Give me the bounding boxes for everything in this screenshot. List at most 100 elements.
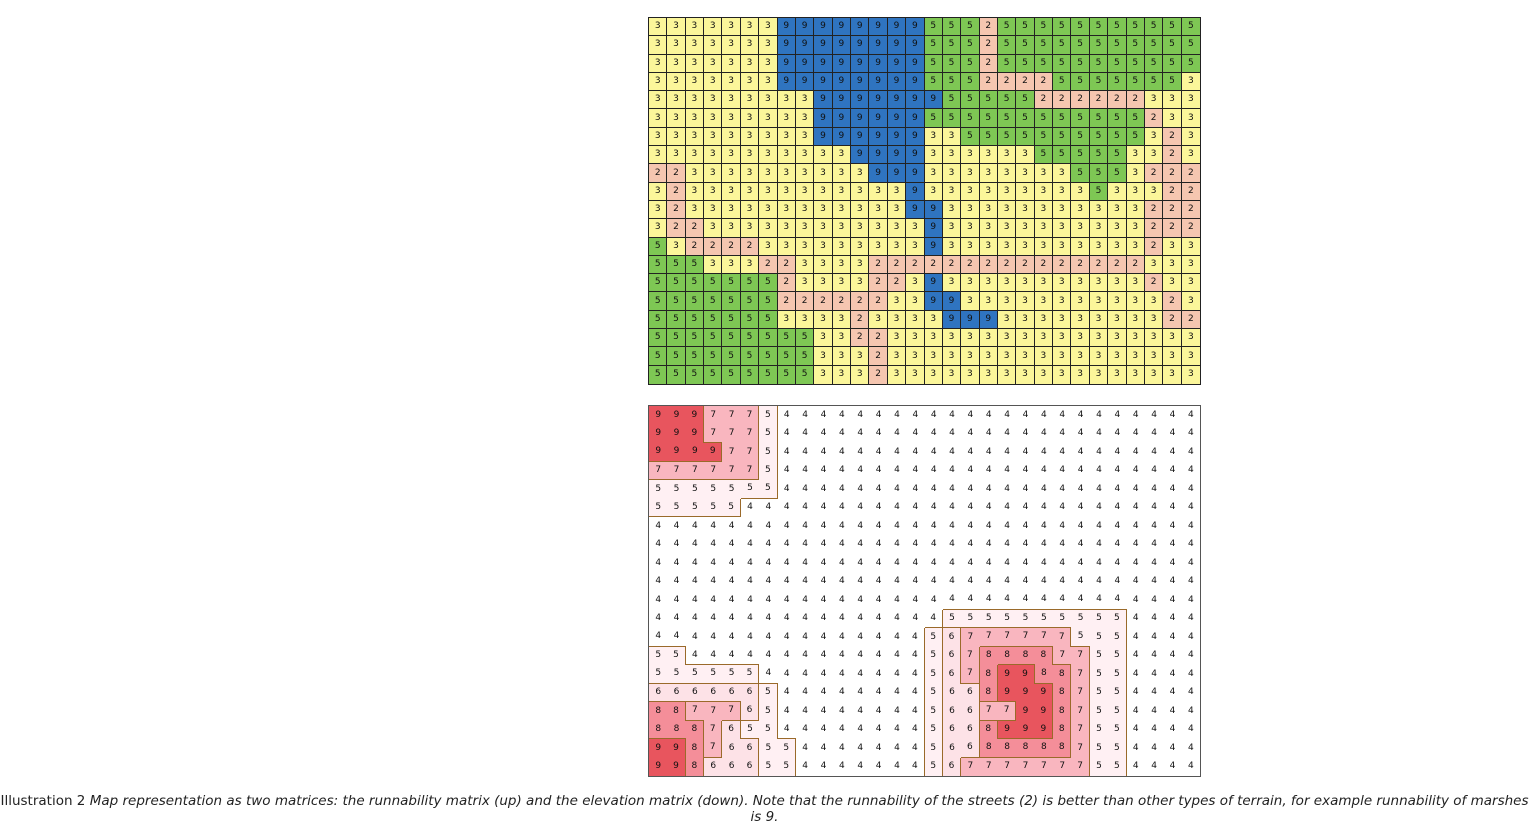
elevation-cell: 5 <box>759 461 778 480</box>
runnability-cell: 3 <box>906 347 925 366</box>
runnability-cell: 2 <box>1181 164 1200 183</box>
elevation-cell: 6 <box>704 757 723 776</box>
runnability-cell: 9 <box>942 310 962 330</box>
elevation-cell: 6 <box>942 646 962 665</box>
runnability-cell: 2 <box>1053 255 1072 275</box>
elevation-cell: 6 <box>649 683 668 702</box>
runnability-cell: 5 <box>1071 127 1090 147</box>
elevation-cell: 4 <box>906 739 925 758</box>
elevation-cell: 4 <box>777 498 796 517</box>
runnability-cell: 3 <box>1071 292 1090 311</box>
runnability-cell: 2 <box>1144 274 1164 293</box>
runnability-cell: 3 <box>795 219 815 238</box>
elevation-cell: 4 <box>1163 480 1182 499</box>
elevation-cell: 5 <box>759 480 778 499</box>
runnability-cell: 2 <box>1181 310 1200 330</box>
runnability-cell: 3 <box>795 237 815 256</box>
runnability-cell: 9 <box>832 72 852 92</box>
elevation-cell: 4 <box>906 424 925 443</box>
elevation-cell: 7 <box>961 757 980 776</box>
runnability-cell: 3 <box>832 219 852 238</box>
elevation-cell: 4 <box>906 646 925 665</box>
runnability-cell: 2 <box>832 292 852 311</box>
elevation-cell: 4 <box>1163 702 1182 721</box>
elevation-cell: 9 <box>1016 665 1035 684</box>
elevation-cell: 6 <box>942 628 962 647</box>
elevation-cell: 5 <box>1016 609 1035 628</box>
runnability-cell: 9 <box>814 54 833 73</box>
elevation-cell: 7 <box>979 628 998 647</box>
runnability-cell: 2 <box>1016 255 1035 275</box>
runnability-cell: 3 <box>1053 292 1072 311</box>
runnability-cell: 3 <box>961 219 980 238</box>
elevation-cell: 4 <box>887 609 907 628</box>
elevation-cell: 4 <box>979 498 998 517</box>
elevation-cell: 4 <box>1034 517 1054 536</box>
runnability-cell: 3 <box>1181 255 1200 275</box>
runnability-cell: 3 <box>1089 274 1109 293</box>
elevation-cell: 4 <box>1016 535 1035 554</box>
elevation-cell: 4 <box>1144 498 1164 517</box>
runnability-cell: 3 <box>851 365 870 384</box>
runnability-cell: 3 <box>704 255 723 275</box>
elevation-cell: 4 <box>795 609 815 628</box>
runnability-cell: 3 <box>704 146 723 165</box>
runnability-cell: 3 <box>814 219 833 238</box>
elevation-cell: 4 <box>1053 572 1072 591</box>
runnability-cell: 9 <box>924 274 943 293</box>
elevation-cell: 4 <box>924 461 943 480</box>
runnability-cell: 2 <box>1163 310 1182 330</box>
elevation-cell: 5 <box>777 757 796 776</box>
runnability-cell: 9 <box>961 310 980 330</box>
runnability-cell: 3 <box>1144 182 1164 201</box>
runnability-cell: 3 <box>759 200 778 220</box>
elevation-cell: 4 <box>685 609 705 628</box>
runnability-cell: 3 <box>1144 91 1164 110</box>
elevation-cell: 5 <box>1108 757 1127 776</box>
runnability-cell: 3 <box>1071 237 1090 256</box>
elevation-cell: 7 <box>961 665 980 684</box>
runnability-cell: 3 <box>1126 182 1145 201</box>
elevation-cell: 4 <box>814 461 833 480</box>
elevation-cell: 4 <box>1016 572 1035 591</box>
elevation-cell: 4 <box>942 517 962 536</box>
elevation-cell: 4 <box>777 702 796 721</box>
elevation-cell: 8 <box>1053 702 1072 721</box>
runnability-cell: 5 <box>1071 54 1090 73</box>
runnability-cell: 9 <box>906 18 925 37</box>
runnability-cell: 3 <box>1163 91 1182 110</box>
elevation-cell: 4 <box>1144 683 1164 702</box>
runnability-cell: 3 <box>759 164 778 183</box>
elevation-cell: 4 <box>777 480 796 499</box>
elevation-cell: 4 <box>814 702 833 721</box>
runnability-cell: 5 <box>1089 182 1109 201</box>
runnability-cell: 9 <box>869 127 888 147</box>
elevation-cell: 5 <box>704 665 723 684</box>
elevation-cell: 4 <box>704 609 723 628</box>
runnability-cell: 5 <box>942 109 962 128</box>
runnability-cell: 3 <box>1163 109 1182 128</box>
runnability-cell: 3 <box>740 91 760 110</box>
elevation-cell: 4 <box>795 683 815 702</box>
elevation-cell: 4 <box>814 406 833 425</box>
elevation-cell: 4 <box>814 572 833 591</box>
runnability-cell: 3 <box>795 200 815 220</box>
elevation-cell: 4 <box>832 591 852 610</box>
elevation-cell: 4 <box>1181 591 1200 610</box>
runnability-cell: 9 <box>906 127 925 147</box>
elevation-cell: 4 <box>1163 443 1182 462</box>
elevation-cell: 4 <box>1071 480 1090 499</box>
elevation-cell: 5 <box>777 739 796 758</box>
elevation-cell: 4 <box>722 535 741 554</box>
elevation-cell: 4 <box>777 609 796 628</box>
elevation-cell: 4 <box>851 665 870 684</box>
elevation-cell: 4 <box>795 628 815 647</box>
elevation-cell: 5 <box>1089 646 1109 665</box>
runnability-cell: 2 <box>1144 219 1164 238</box>
elevation-cell: 6 <box>740 683 760 702</box>
runnability-cell: 3 <box>961 292 980 311</box>
elevation-cell: 4 <box>759 554 778 573</box>
runnability-cell: 3 <box>906 274 925 293</box>
runnability-cell: 3 <box>704 219 723 238</box>
runnability-cell: 3 <box>997 237 1017 256</box>
